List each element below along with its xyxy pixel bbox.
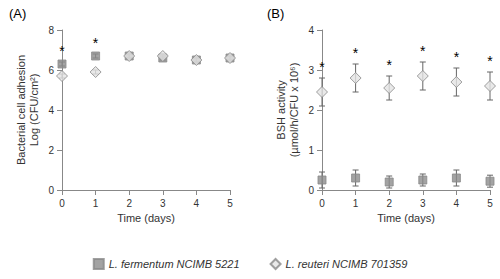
svg-text:*: * (353, 45, 359, 61)
svg-text:L. fermentum NCIMB 5221: L. fermentum NCIMB 5221 (109, 258, 240, 270)
svg-text:2: 2 (386, 198, 392, 209)
svg-text:4: 4 (308, 25, 314, 36)
svg-text:0: 0 (48, 185, 54, 196)
svg-text:3: 3 (160, 198, 166, 209)
svg-text:0: 0 (59, 198, 65, 209)
svg-text:*: * (454, 49, 460, 65)
svg-text:5: 5 (227, 198, 233, 209)
svg-text:*: * (93, 35, 99, 51)
svg-text:5: 5 (487, 198, 493, 209)
svg-text:(µmol/h/CFU x 10⁶): (µmol/h/CFU x 10⁶) (288, 63, 300, 158)
svg-text:Time (days): Time (days) (377, 212, 435, 224)
svg-text:*: * (386, 57, 392, 73)
svg-text:*: * (420, 43, 426, 59)
svg-text:2: 2 (48, 145, 54, 156)
svg-text:0: 0 (319, 198, 325, 209)
svg-text:4: 4 (48, 105, 54, 116)
svg-text:(A): (A) (9, 6, 26, 21)
svg-text:2: 2 (126, 198, 132, 209)
svg-text:4: 4 (454, 198, 460, 209)
svg-text:L. reuteri NCIMB 701359: L. reuteri NCIMB 701359 (286, 258, 408, 270)
svg-text:BSH activity: BSH activity (275, 80, 287, 140)
svg-text:Time (days): Time (days) (117, 212, 175, 224)
svg-text:1: 1 (308, 145, 314, 156)
svg-text:*: * (319, 59, 325, 75)
svg-text:2: 2 (308, 105, 314, 116)
svg-text:3: 3 (420, 198, 426, 209)
svg-text:*: * (59, 43, 65, 59)
svg-text:4: 4 (194, 198, 200, 209)
svg-text:*: * (487, 53, 493, 69)
svg-text:3: 3 (308, 65, 314, 76)
svg-text:Bacterial cell adhesion: Bacterial cell adhesion (15, 55, 27, 165)
svg-text:6: 6 (48, 65, 54, 76)
svg-text:1: 1 (93, 198, 99, 209)
svg-text:0: 0 (308, 185, 314, 196)
svg-text:1: 1 (353, 198, 359, 209)
svg-text:(B): (B) (267, 6, 284, 21)
svg-text:8: 8 (48, 25, 54, 36)
svg-text:Log (CFU/cm²): Log (CFU/cm²) (28, 74, 40, 147)
